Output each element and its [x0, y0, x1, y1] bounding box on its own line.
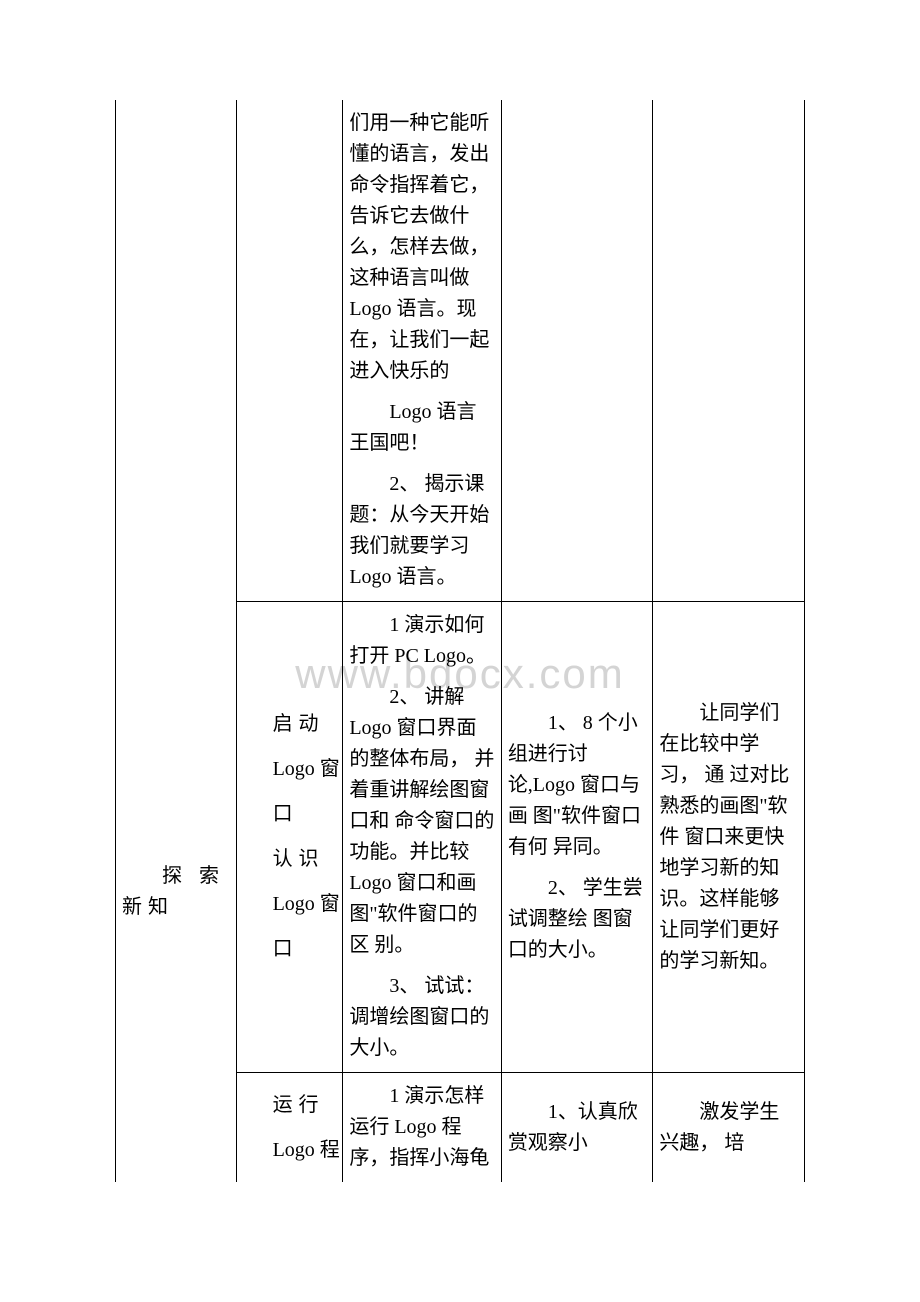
paragraph: 3、 试试：调增绘图窗口的大小。 — [349, 971, 494, 1064]
cell-teacher-activity: 1 演示如何打开 PC Logo。 2、 讲解 Logo 窗口界面的整体布局， … — [343, 602, 501, 1073]
substage-line: 口 — [243, 799, 337, 830]
cell-teacher-activity: 们用一种它能听 懂的语言，发出命令指挥着它， 告诉它去做什么，怎样去做， 这种语… — [343, 100, 501, 602]
substage-line: 启动 — [243, 709, 337, 740]
cell-design-intent: 激发学生兴趣， 培 — [653, 1073, 805, 1183]
table-row: 探 索 新知 启动 Logo 窗 口 认识 Logo 窗 口 1 演示如何打开 … — [116, 602, 805, 1073]
substage-line: Logo 窗 — [243, 889, 337, 920]
paragraph: 让同学们在比较中学习， 通 过对比熟悉的画图"软件 窗口来更快地学习新的知识。这… — [659, 698, 798, 977]
substage-line: 口 — [243, 934, 337, 965]
cell-teacher-activity: 1 演示怎样运行 Logo 程序，指挥小海龟 — [343, 1073, 501, 1183]
paragraph: 2、 讲解 Logo 窗口界面的整体布局， 并着重讲解绘图窗口和 命令窗口的功能… — [349, 682, 494, 961]
substage-line: Logo 程 — [243, 1135, 337, 1166]
cell-student-activity — [501, 100, 653, 602]
table-row: 们用一种它能听 懂的语言，发出命令指挥着它， 告诉它去做什么，怎样去做， 这种语… — [116, 100, 805, 602]
paragraph: 激发学生兴趣， 培 — [659, 1097, 798, 1159]
cell-design-intent: 让同学们在比较中学习， 通 过对比熟悉的画图"软件 窗口来更快地学习新的知识。这… — [653, 602, 805, 1073]
substage-line: Logo 窗 — [243, 754, 337, 785]
paragraph: 1、认真欣赏观察小 — [508, 1097, 647, 1159]
substage-line: 认识 — [243, 844, 337, 875]
cell-design-intent — [653, 100, 805, 602]
cell-substage: 启动 Logo 窗 口 认识 Logo 窗 口 — [236, 602, 343, 1073]
cell-substage — [236, 100, 343, 602]
paragraph: 2、 揭示课题：从今天开始我们就要学习 Logo 语言。 — [349, 469, 494, 593]
document-table-wrapper: 们用一种它能听 懂的语言，发出命令指挥着它， 告诉它去做什么，怎样去做， 这种语… — [0, 0, 920, 1182]
cell-student-activity: 1、认真欣赏观察小 — [501, 1073, 653, 1183]
cell-substage: 运行 Logo 程 — [236, 1073, 343, 1183]
paragraph: 1、 8 个小组进行讨论,Logo 窗口与画 图"软件窗口有何 异同。 — [508, 708, 647, 863]
cell-stage — [116, 100, 237, 602]
paragraph: 们用一种它能听 懂的语言，发出命令指挥着它， 告诉它去做什么，怎样去做， 这种语… — [349, 108, 494, 387]
lesson-plan-table: 们用一种它能听 懂的语言，发出命令指挥着它， 告诉它去做什么，怎样去做， 这种语… — [115, 100, 805, 1182]
paragraph: 1 演示如何打开 PC Logo。 — [349, 610, 494, 672]
paragraph: Logo 语言王国吧！ — [349, 397, 494, 459]
substage-line: 运行 — [243, 1090, 337, 1121]
paragraph: 1 演示怎样运行 Logo 程序，指挥小海龟 — [349, 1081, 494, 1174]
cell-stage: 探 索 新知 — [116, 602, 237, 1183]
paragraph: 2、 学生尝试调整绘 图窗口的大小。 — [508, 873, 647, 966]
cell-student-activity: 1、 8 个小组进行讨论,Logo 窗口与画 图"软件窗口有何 异同。 2、 学… — [501, 602, 653, 1073]
stage-label: 探 索 新知 — [122, 861, 230, 923]
